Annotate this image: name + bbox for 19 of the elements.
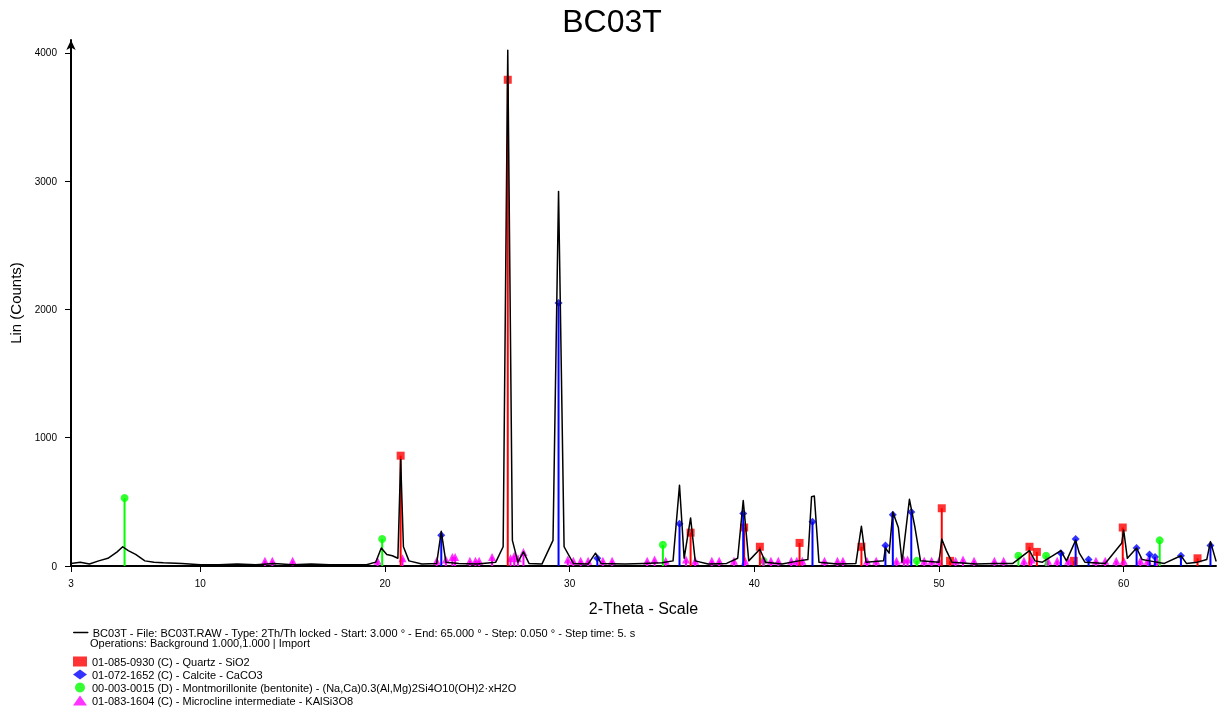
- legend-label: 00-003-0015 (D) - Montmorillonite (bentonite) - (Na,Ca)0.3(Al,Mg)2Si4O10(OH)2·xH2O: [92, 681, 517, 694]
- x-axis-title: 2-Theta - Scale: [588, 599, 699, 617]
- y-tick-label: 4000: [34, 47, 58, 59]
- y-axis-title: Lin (Counts): [7, 262, 24, 344]
- legend-label: 01-072-1652 (C) - Calcite - CaCO3: [92, 668, 263, 681]
- y-tick-label: 0: [51, 560, 58, 572]
- x-tick-label: 3: [68, 577, 75, 589]
- x-tick-label: 40: [748, 577, 761, 589]
- x-tick-label: 10: [194, 577, 207, 589]
- chart-title: BC03T: [562, 3, 662, 39]
- x-tick-label: 60: [1118, 577, 1130, 589]
- x-tick-label: 30: [564, 577, 576, 589]
- y-tick-label: 2000: [34, 303, 58, 315]
- y-tick-label: 3000: [34, 175, 58, 187]
- legend-label: 01-085-0930 (C) - Quartz - SiO2: [92, 655, 250, 668]
- x-tick-label: 20: [379, 577, 391, 589]
- x-tick-label: 50: [933, 577, 945, 589]
- y-tick-label: 1000: [34, 432, 58, 444]
- legend-label: 01-083-1604 (C) - Microcline intermediate - KAlSi3O8: [92, 694, 354, 707]
